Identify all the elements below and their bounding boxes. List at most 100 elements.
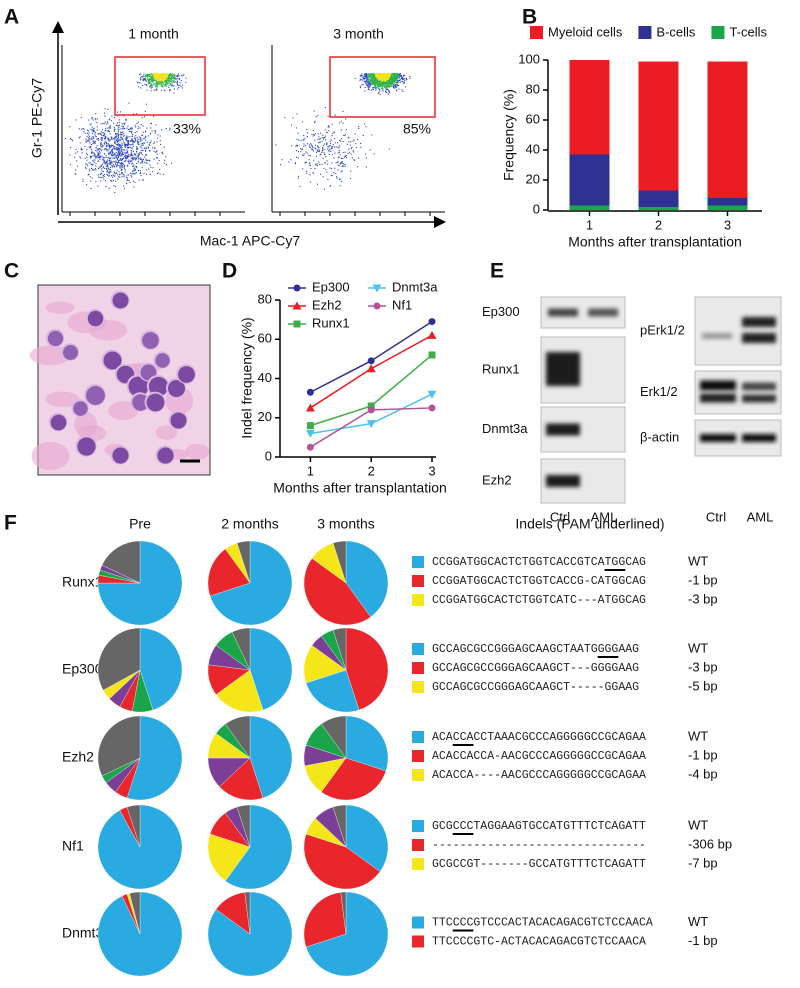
flow-dot — [86, 156, 88, 158]
flow-dot — [394, 76, 396, 78]
flow-dot — [113, 145, 115, 147]
cell-nucleus — [157, 447, 174, 464]
flow-dot — [150, 133, 152, 135]
flow-dot — [364, 78, 366, 80]
flow-dot — [145, 80, 147, 82]
flow-dot — [151, 86, 153, 88]
flow-dot — [323, 143, 325, 145]
flow-dot — [157, 134, 159, 136]
flow-dot — [75, 119, 77, 121]
bar-segment — [638, 190, 679, 207]
flow-dot — [148, 79, 150, 81]
flow-dot — [85, 152, 87, 154]
flow-dot — [376, 78, 378, 80]
flow-dot — [145, 130, 147, 132]
flow-dot — [150, 78, 152, 80]
flow-dot — [314, 163, 316, 165]
flow-dot — [397, 74, 399, 76]
flow-dot — [121, 165, 123, 167]
flow-dot — [92, 119, 94, 121]
flow-dot — [371, 79, 373, 81]
indel-swatch — [412, 769, 424, 781]
indel-label: WT — [688, 728, 708, 743]
flow-dot — [391, 82, 393, 84]
flow-dot — [165, 156, 167, 158]
flow-dot — [106, 149, 108, 151]
flow-dot — [144, 83, 146, 85]
flow-dot — [93, 127, 95, 129]
flow-dot — [89, 176, 91, 178]
flow-dot — [317, 133, 319, 135]
flow-dot — [398, 88, 400, 90]
flow-dot — [165, 77, 167, 79]
flow-dot — [129, 131, 131, 133]
flow-dot — [154, 82, 156, 84]
pie-slice — [303, 892, 347, 948]
flow-dot — [409, 76, 411, 78]
marker — [428, 404, 436, 412]
flow-dot — [85, 166, 87, 168]
flow-dot — [329, 140, 331, 142]
flow-dot — [372, 83, 374, 85]
pie-slice — [231, 627, 251, 671]
flow-dot — [376, 77, 378, 79]
flow-dot — [89, 124, 91, 126]
flow-dot — [175, 78, 177, 80]
flow-dot — [382, 74, 384, 76]
flow-dot — [341, 161, 343, 163]
flow-dot — [106, 174, 108, 176]
flow-dot — [143, 138, 145, 140]
flow-dot — [107, 167, 109, 169]
flow-dot — [372, 76, 374, 78]
flow-dot — [162, 86, 164, 88]
flow-dot — [121, 147, 123, 149]
flow-dot — [359, 85, 361, 87]
flow-dot — [121, 133, 123, 135]
flow-dot — [329, 145, 331, 147]
flow-dot — [130, 157, 132, 159]
pie-slice — [209, 540, 293, 626]
flow-dot — [130, 152, 132, 154]
flow-dot — [374, 79, 376, 81]
flow-dot — [129, 147, 131, 149]
flow-dot — [138, 86, 140, 88]
flow-dot — [157, 77, 159, 79]
flow-dot — [376, 85, 378, 87]
flow-dot — [344, 164, 346, 166]
flow-dot — [404, 74, 406, 76]
flow-dot — [131, 131, 133, 133]
flow-dot — [102, 135, 104, 137]
flow-dot — [74, 156, 76, 158]
flow-dot — [325, 139, 327, 141]
flow-dot — [97, 152, 99, 154]
flow-dot — [331, 146, 333, 148]
flow-dot — [341, 166, 343, 168]
flow-dot — [123, 135, 125, 137]
flow-dot — [142, 144, 144, 146]
flow-dot — [369, 81, 371, 83]
flow-dot — [113, 164, 115, 166]
flow-dot — [153, 89, 155, 91]
flow-dot — [400, 76, 402, 78]
flow-dot — [144, 137, 146, 139]
flow-dot — [340, 138, 342, 140]
flow-dot — [138, 74, 140, 76]
flow-dot — [374, 73, 376, 75]
flow-dot — [97, 157, 99, 159]
flow-dot — [330, 174, 332, 176]
flow-dot — [110, 166, 112, 168]
flow-dot — [100, 133, 102, 135]
flow-dot — [392, 79, 394, 81]
flow-dot — [327, 178, 329, 180]
flow-dot — [348, 137, 350, 139]
flow-dot — [173, 75, 175, 77]
flow-dot — [124, 166, 126, 168]
flow-dot — [339, 145, 341, 147]
flow-dot — [100, 145, 102, 147]
flow-dot — [97, 149, 99, 151]
flow-dot — [312, 130, 314, 132]
flow-dot — [314, 144, 316, 146]
flow-dot — [90, 156, 92, 158]
flow-dot — [152, 147, 154, 149]
flow-dot — [378, 83, 380, 85]
